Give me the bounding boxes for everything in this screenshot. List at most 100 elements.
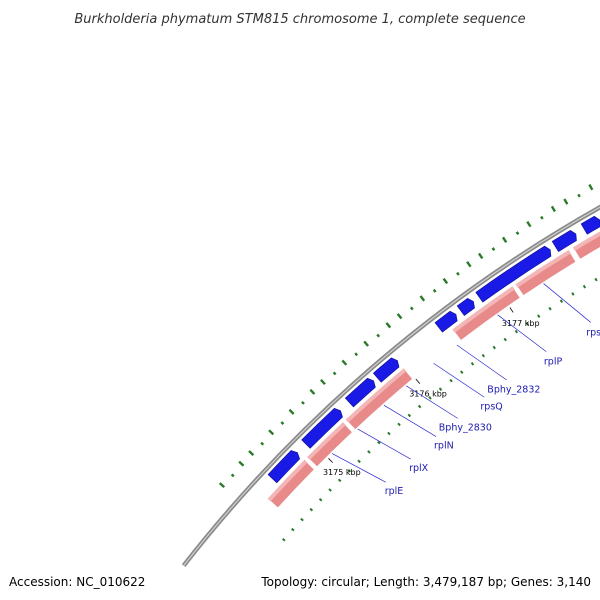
gc-content-tick-inner <box>438 387 443 391</box>
gc-content-tick-inner <box>337 478 342 483</box>
gc-content-tick-inner <box>281 538 286 542</box>
gc-content-tick-inner <box>377 440 381 445</box>
gc-skew-tick-outer <box>385 322 392 329</box>
gc-content-tick-inner <box>571 292 575 296</box>
gc-skew-tick-outer <box>442 277 449 285</box>
reverse-strand-gene-highlight <box>307 422 346 460</box>
gc-skew-tick-outer <box>332 371 337 376</box>
gc-content-tick-inner <box>428 396 432 400</box>
gene-label-leader <box>543 283 591 323</box>
forward-strand-gene <box>456 297 475 316</box>
scale-tick <box>328 458 333 463</box>
backbone-layer <box>181 204 600 567</box>
gc-content-tick-inner <box>318 498 323 502</box>
gc-skew-tick-outer <box>409 306 414 311</box>
gc-skew-tick-outer <box>230 473 235 478</box>
forward-strand-gene <box>344 377 376 408</box>
gc-content-tick-inner <box>460 370 464 374</box>
gene-labels-layer: rplE rplX rplN Bphy_2830 rpsQ Bphy_2832 rplP rp… <box>331 283 600 497</box>
gene-label: rpsQ <box>480 402 502 413</box>
gc-skew-tick-outer <box>491 247 496 251</box>
forward-strand-gene <box>580 215 600 235</box>
gc-skew-tick-outer <box>376 333 381 338</box>
gc-skew-tick-outer <box>354 352 359 357</box>
gc-skew-tick-outer <box>396 313 403 320</box>
forward-strand-gene <box>434 310 458 333</box>
reverse-strand-gene-highlight <box>572 231 600 251</box>
chromosome-backbone-highlight <box>183 206 600 566</box>
gc-content-tick-inner <box>357 459 361 464</box>
gc-content-tick-inner <box>449 378 453 383</box>
gc-content-tick-inner <box>347 468 352 473</box>
gc-skew-tick-outer <box>268 429 275 436</box>
gc-content-tick-inner <box>309 507 314 512</box>
scale-label: 3177 kbp <box>502 319 540 328</box>
gc-skew-tick-outer <box>341 359 348 366</box>
gc-skew-tick-outer <box>563 198 569 205</box>
gc-skew-tick-outer <box>320 378 326 386</box>
reverse-strand-gene-highlight <box>267 459 308 502</box>
forward-strand-gene <box>551 229 577 252</box>
gc-content-tick-inner <box>548 306 552 311</box>
gc-content-tick-inner <box>492 345 496 350</box>
gc-skew-tick-outer <box>501 236 508 243</box>
gc-content-tick-inner <box>291 527 295 532</box>
gc-content-tick-inner <box>300 517 304 522</box>
gc-skew-tick-outer <box>248 450 255 457</box>
gene-label: Bphy_2832 <box>487 385 540 396</box>
gene-label-leader <box>433 362 485 398</box>
scale-tick <box>415 378 421 384</box>
gc-content-tick-inner <box>397 422 401 427</box>
gene-label-leader <box>383 404 437 437</box>
gc-content-tick-inner <box>514 329 519 334</box>
gene-label: Bphy_2830 <box>439 423 492 434</box>
summary-text: Topology: circular; Length: 3,479,187 bp… <box>260 575 591 589</box>
gc-skew-tick-outer <box>288 408 295 415</box>
reverse-genes-layer <box>266 230 600 509</box>
gc-content-tick-inner <box>582 284 587 289</box>
gc-content-tick-inner <box>328 488 332 492</box>
gc-content-tick-inner <box>525 322 530 326</box>
gc-skew-tick-outer <box>466 261 472 268</box>
gc-skew-tick-outer <box>477 252 484 260</box>
gc-skew-tick-outer <box>218 482 226 488</box>
gc-skew-tick-outer <box>588 183 594 191</box>
gc-skew-tick-outer <box>419 295 426 302</box>
scale-label: 3175 kbp <box>323 468 361 477</box>
gc-skew-tick-outer <box>260 441 265 446</box>
forward-strand-gene <box>301 407 343 449</box>
gc-content-tick-inner <box>594 277 598 282</box>
gc-content-tick-inner <box>503 337 507 342</box>
gc-skew-tick-outer <box>363 340 370 347</box>
forward-genes-layer <box>267 215 600 484</box>
scale-tick <box>509 307 514 313</box>
gc-skew-tick-outer <box>456 271 460 276</box>
reverse-strand-gene-highlight <box>452 286 515 333</box>
gene-label-leader <box>406 385 458 419</box>
gc-skew-tick-outer <box>301 400 305 405</box>
gene-label: rplX <box>409 463 429 474</box>
gc-content-tick-inner <box>407 413 412 418</box>
gc-content-tick-inner <box>481 353 486 358</box>
gc-skew-tick-outer <box>540 215 544 220</box>
gc-content-tick-inner <box>470 362 475 366</box>
gc-skew-tick-outer <box>238 460 245 467</box>
gc-skew-tick-outer <box>432 288 437 293</box>
gc-content-tick-inner <box>559 299 564 304</box>
forward-strand-gene <box>267 450 301 484</box>
scale-label: 3176 kbp <box>409 390 447 399</box>
map-title: Burkholderia phymatum STM815 chromosome … <box>74 12 525 27</box>
gc-skew-tick-outer <box>526 220 532 228</box>
gene-label: rplE <box>385 486 404 497</box>
forward-strand-gene <box>475 245 552 303</box>
forward-strand-gene <box>372 357 400 383</box>
gc-skew-tick-outer <box>515 231 520 236</box>
gene-label-leader <box>357 428 411 460</box>
gene-label-leader <box>456 344 507 381</box>
gc-skew-tick-outer <box>550 205 556 213</box>
gc-skew-tick-outer <box>309 388 316 395</box>
gc-content-tick-inner <box>417 404 422 409</box>
